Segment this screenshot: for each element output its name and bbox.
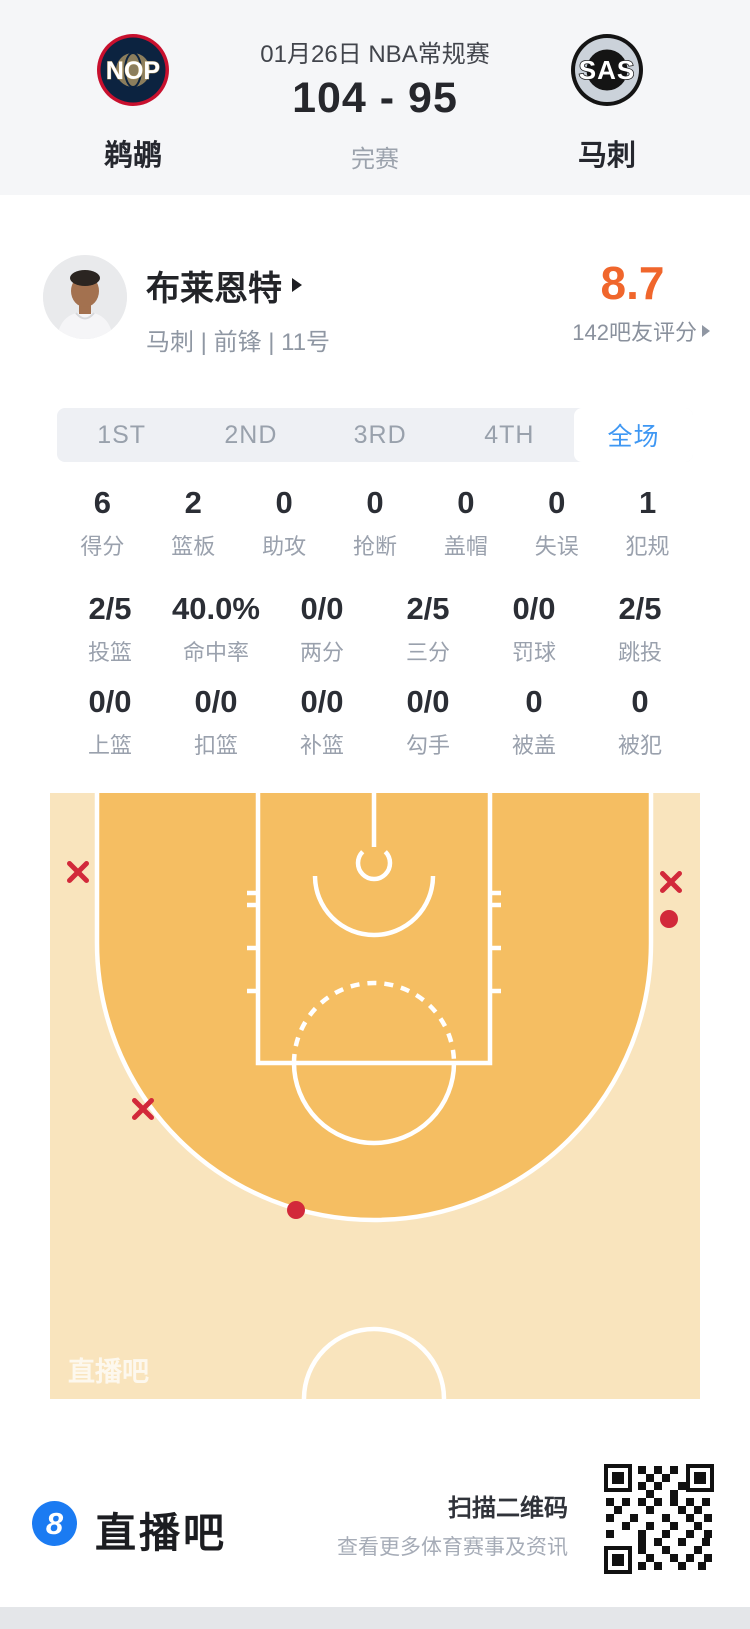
stat-hook: 0/0 勾手 — [405, 684, 450, 759]
stat-row-shooting: 2/5 投篮 40.0% 命中率 0/0 两分 2/5 三分 0/0 罚球 2/5 跳投 — [57, 592, 693, 667]
player-meta: 马刺 | 前锋 | 11号 — [146, 329, 331, 356]
paint-lane-lines — [255, 793, 493, 1066]
stat-row-shot-types: 0/0 上篮 0/0 扣篮 0/0 补篮 0/0 勾手 0 被盖 0 被犯 — [57, 685, 693, 760]
stat-putback: 0/0 补篮 — [299, 684, 344, 759]
rating-note: 142吧友评分 — [572, 320, 697, 345]
home-team-name: 鹈鹕 — [103, 140, 162, 172]
tab-4th[interactable]: 4TH — [484, 420, 535, 449]
restricted-area-arc — [312, 875, 436, 938]
stat-row-basic: 6 得分 2 篮板 0 助攻 0 抢断 0 盖帽 0 失误 1 犯规 — [57, 486, 693, 561]
qr-subtitle: 查看更多体育赛事及资讯 — [337, 1536, 568, 1559]
bottom-bar — [0, 1607, 750, 1629]
shot-miss-marker — [67, 861, 89, 883]
player-name: 布莱恩特 — [146, 269, 282, 308]
stat-fg-pct: 40.0% 命中率 — [172, 591, 260, 666]
half-court-circle — [301, 1326, 447, 1399]
shot-made-marker — [660, 910, 678, 928]
stat-blocks: 0 盖帽 — [443, 485, 488, 560]
match-date: 01月26日 NBA常规赛 — [260, 41, 490, 68]
stat-turnovers: 0 失误 — [534, 485, 579, 560]
stat-layup: 0/0 上篮 — [87, 684, 132, 759]
stat-ft: 0/0 罚球 — [511, 591, 556, 666]
stat-fouled: 0 被犯 — [617, 684, 662, 759]
qr-text-block: 扫描二维码 查看更多体育赛事及资讯 — [337, 1488, 568, 1561]
stat-assists: 0 助攻 — [262, 485, 307, 560]
stat-steals: 0 抢断 — [352, 485, 397, 560]
player-photo-icon — [43, 255, 127, 339]
free-throw-circle-dashed — [291, 980, 457, 1064]
svg-text:SAS: SAS — [579, 55, 635, 85]
qr-code — [602, 1462, 716, 1576]
caret-right-icon — [292, 278, 302, 292]
free-throw-circle-solid — [291, 1062, 457, 1146]
tab-2nd[interactable]: 2ND — [224, 420, 278, 449]
stat-rebounds: 2 篮板 — [171, 485, 216, 560]
stat-blocked: 0 被盖 — [511, 684, 556, 759]
stat-dunk: 0/0 扣篮 — [193, 684, 238, 759]
stat-points: 6 得分 — [80, 485, 125, 560]
match-status: 完赛 — [351, 146, 399, 173]
spurs-logo-icon: SAS — [571, 34, 643, 106]
stat-3pt: 2/5 三分 — [405, 591, 450, 666]
away-team-name: 马刺 — [577, 140, 636, 172]
away-team[interactable]: SAS 马刺 — [557, 33, 657, 174]
svg-text:NOP: NOP — [106, 57, 160, 85]
qr-title: 扫描二维码 — [448, 1495, 568, 1522]
stat-jumpshot: 2/5 跳投 — [617, 591, 662, 666]
stat-fg: 2/5 投篮 — [87, 591, 132, 666]
shot-markers-layer — [67, 861, 682, 1219]
court-watermark: 直播吧 — [68, 1357, 149, 1387]
stat-fouls: 1 犯规 — [625, 485, 670, 560]
tab-full-game[interactable]: 全场 — [574, 408, 693, 462]
tab-3rd[interactable]: 3RD — [353, 420, 407, 449]
zhibo8-brand: 直播吧 — [95, 1510, 227, 1556]
match-score: 104 - 95 — [292, 74, 458, 122]
shot-miss-marker — [660, 871, 682, 893]
home-team[interactable]: NOP 鹈鹕 — [83, 33, 183, 174]
rating-block[interactable]: 8.7 142吧友评分 — [555, 258, 710, 347]
pelicans-logo-icon: NOP — [97, 34, 169, 106]
stat-2pt: 0/0 两分 — [299, 591, 344, 666]
zhibo8-badge-icon: 8 — [32, 1501, 77, 1546]
tab-1st[interactable]: 1ST — [97, 420, 147, 449]
player-avatar[interactable] — [43, 255, 127, 339]
quarter-tabs: 1ST 2ND 3RD 4TH 全场 — [57, 408, 693, 462]
player-name-row[interactable]: 布莱恩特 — [146, 264, 302, 308]
shot-miss-marker — [132, 1098, 154, 1120]
three-point-line — [94, 793, 654, 1223]
rim — [355, 850, 393, 882]
caret-right-icon — [702, 325, 710, 337]
shot-chart-court: 直播吧 — [50, 793, 700, 1399]
rating-value: 8.7 — [600, 257, 665, 309]
shot-made-marker — [287, 1201, 305, 1219]
